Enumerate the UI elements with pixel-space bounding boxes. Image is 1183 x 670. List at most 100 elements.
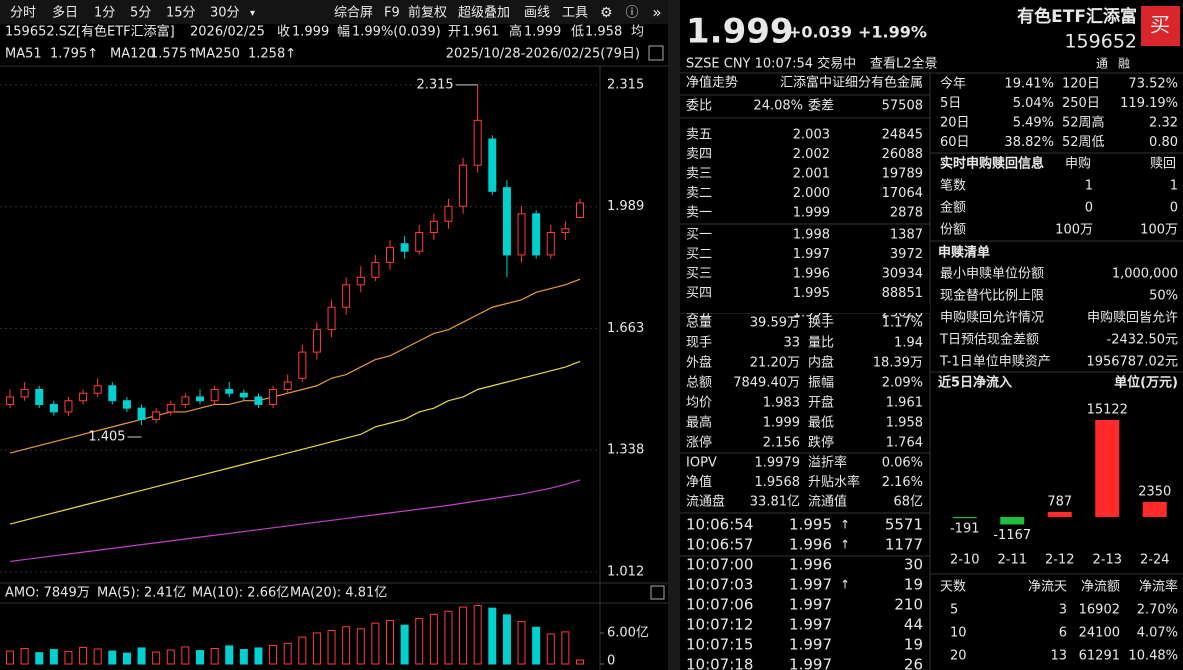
tool-button[interactable]: F9	[384, 6, 400, 21]
period-tab[interactable]: 30分	[210, 6, 240, 21]
stat-label: 跌停	[808, 435, 834, 451]
stat-value: 0.80	[1149, 135, 1178, 150]
book-level: 卖五	[686, 128, 712, 143]
period-tab[interactable]: 15分	[166, 6, 196, 21]
volume-bar	[239, 649, 248, 665]
period-tab[interactable]: 5分	[130, 6, 151, 21]
trade-time: 10:07:15	[686, 636, 753, 654]
candle-body	[576, 202, 584, 219]
info-open-label: 开	[448, 25, 461, 40]
volume-bar	[254, 647, 263, 665]
candle-body	[239, 392, 248, 398]
flow-bar	[1095, 419, 1120, 517]
security-name: 有色ETF汇添富	[1017, 6, 1137, 27]
panel-title: 实时申购赎回信息	[940, 156, 1044, 172]
stat-value: 1.999	[763, 416, 800, 431]
collapse-icon[interactable]: »	[652, 4, 661, 22]
info-date: 2026/02/25	[190, 25, 265, 40]
candle-body	[298, 351, 307, 379]
trade-time: 10:07:03	[686, 576, 753, 594]
book-volume: 1387	[890, 228, 923, 243]
flow-cell: 5	[950, 603, 958, 618]
close-icon[interactable]	[650, 585, 665, 600]
stat-value: 19.41%	[1004, 77, 1054, 92]
tool-button[interactable]: 超级叠加	[458, 6, 510, 21]
lock-icon[interactable]	[648, 45, 664, 61]
col-header: 净流率	[1139, 579, 1178, 595]
volume-bar	[517, 621, 526, 665]
panel-title: 近5日净流入	[938, 375, 1012, 391]
help-icon[interactable]: ⓘ	[625, 6, 638, 21]
info-change: 1.99%(0.039)	[352, 25, 441, 40]
book-volume: 26088	[882, 147, 923, 162]
book-volume: 19789	[882, 167, 923, 182]
ma-line	[9, 278, 581, 454]
buy-button[interactable]: 买	[1150, 13, 1170, 37]
book-price: 2.001	[793, 167, 830, 182]
stat-value: 1.764	[886, 436, 923, 451]
book-volume: 2878	[890, 206, 923, 221]
volume-bar	[64, 651, 73, 665]
volume-bar	[532, 626, 541, 665]
volume-bar	[196, 650, 204, 665]
stat-label: 5日	[940, 96, 961, 111]
splitter[interactable]	[668, 0, 680, 670]
amo-label: AMO: 7849万	[5, 586, 90, 601]
period-tab[interactable]: 1分	[94, 6, 115, 21]
l2-link[interactable]: 查看L2全景	[870, 56, 938, 72]
y-tick-label: 2.315	[607, 77, 644, 92]
candle-body	[386, 246, 394, 263]
trade-arrow: ↑	[840, 518, 850, 532]
stat-label: 升贴水率	[808, 474, 860, 490]
book-mask	[680, 304, 930, 313]
row-label: 现金替代比例上限	[940, 288, 1044, 304]
stat-label: 250日	[1062, 96, 1100, 111]
period-tab[interactable]: 多日	[52, 5, 78, 21]
tool-button[interactable]: 综合屏	[334, 6, 373, 21]
tool-button[interactable]: 画线	[524, 6, 550, 21]
info-code: 159652.SZ[有色ETF汇添富]	[5, 24, 175, 40]
trade-time: 10:07:00	[686, 556, 753, 574]
trade-volume: 26	[904, 656, 923, 670]
x-tick-label: 2-13	[1092, 553, 1122, 568]
candle-body	[429, 220, 438, 233]
settings-icon[interactable]: ⚙	[600, 5, 613, 21]
stat-label: 52周低	[1062, 135, 1105, 150]
tool-button[interactable]: 前复权	[408, 5, 447, 21]
buy-button-bg[interactable]	[1141, 6, 1180, 46]
book-price: 2.003	[793, 128, 830, 143]
trade-price: 1.996	[789, 556, 832, 574]
stat-label: 内盘	[808, 355, 834, 371]
stat-value: 33	[783, 336, 800, 351]
book-price: 1.995	[793, 286, 830, 301]
volume-ma-label: MA(10): 2.66亿	[192, 586, 289, 601]
nav-label[interactable]: 净值走势	[686, 75, 738, 91]
book-volume: 30934	[882, 267, 923, 282]
volume-bar	[35, 652, 44, 665]
dropdown-icon[interactable]: ▾	[250, 8, 255, 19]
col-header: 天数	[940, 580, 966, 595]
tool-button[interactable]: 工具	[562, 6, 588, 21]
stat-label: IOPV	[686, 456, 717, 471]
trade-time: 10:06:54	[686, 516, 753, 534]
volume-bar	[371, 622, 380, 665]
period-tab[interactable]: 分时	[10, 6, 36, 21]
stat-label: 涨停	[686, 435, 712, 451]
stat-label: 溢折率	[808, 455, 847, 471]
book-price: 1.997	[793, 247, 830, 262]
trade-time: 10:07:12	[686, 616, 753, 634]
stat-label: 流通盘	[686, 494, 725, 510]
stat-value: 119.19%	[1120, 96, 1178, 111]
stat-label: 120日	[1062, 77, 1100, 92]
info-close-label: 收	[277, 25, 290, 40]
flow-cell: 13	[1050, 649, 1067, 664]
trade-volume: 44	[904, 616, 923, 634]
candle-body	[254, 396, 263, 405]
row-value: 1	[1170, 179, 1178, 194]
info-change-label: 幅	[337, 25, 350, 40]
info-avg-label: 均	[631, 25, 644, 40]
book-level: 买二	[686, 247, 712, 262]
info-open: 1.961	[462, 25, 499, 40]
book-volume: 3972	[890, 247, 923, 262]
volume-bar	[108, 650, 117, 665]
